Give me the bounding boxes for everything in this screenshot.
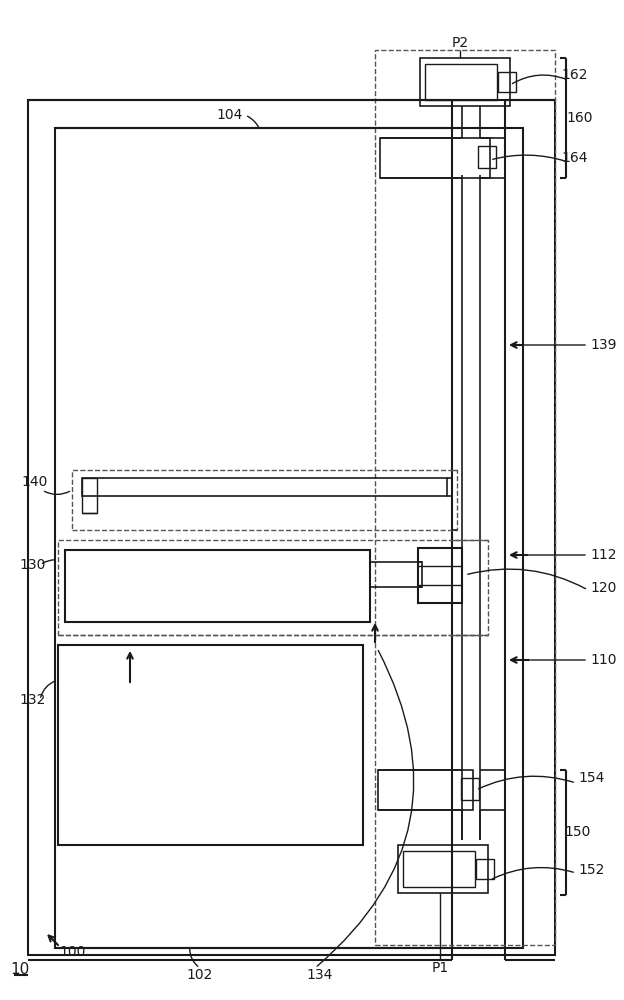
Text: 152: 152: [578, 863, 605, 877]
Text: 150: 150: [565, 825, 591, 839]
Text: 120: 120: [590, 581, 617, 595]
Bar: [380, 138, 490, 178]
Text: 160: 160: [567, 111, 593, 125]
Bar: [65, 550, 370, 622]
Text: 112: 112: [590, 548, 617, 562]
Bar: [370, 562, 422, 587]
Bar: [55, 128, 523, 948]
Bar: [461, 778, 479, 800]
Text: P1: P1: [431, 961, 449, 975]
Bar: [398, 845, 488, 893]
Bar: [375, 50, 555, 945]
Text: 104: 104: [217, 108, 243, 122]
Bar: [378, 770, 473, 810]
Bar: [82, 478, 447, 496]
Text: 162: 162: [562, 68, 588, 82]
Text: 100: 100: [60, 945, 86, 959]
Bar: [418, 548, 462, 603]
Text: 132: 132: [20, 693, 46, 707]
Bar: [498, 72, 516, 92]
Bar: [478, 146, 496, 168]
Bar: [82, 478, 97, 513]
Text: 110: 110: [590, 653, 617, 667]
Text: 154: 154: [578, 771, 605, 785]
Bar: [28, 100, 555, 955]
Bar: [403, 851, 475, 887]
Text: 134: 134: [307, 968, 333, 982]
Text: 10: 10: [11, 962, 29, 978]
Text: P2: P2: [451, 36, 469, 50]
Text: 140: 140: [22, 475, 48, 489]
Text: 130: 130: [20, 558, 46, 572]
Bar: [72, 470, 457, 530]
Text: 164: 164: [562, 151, 588, 165]
Bar: [58, 540, 488, 635]
Bar: [425, 64, 497, 100]
Text: 102: 102: [187, 968, 213, 982]
Bar: [58, 645, 363, 845]
Bar: [476, 859, 494, 879]
Text: 139: 139: [590, 338, 617, 352]
Bar: [420, 58, 510, 106]
